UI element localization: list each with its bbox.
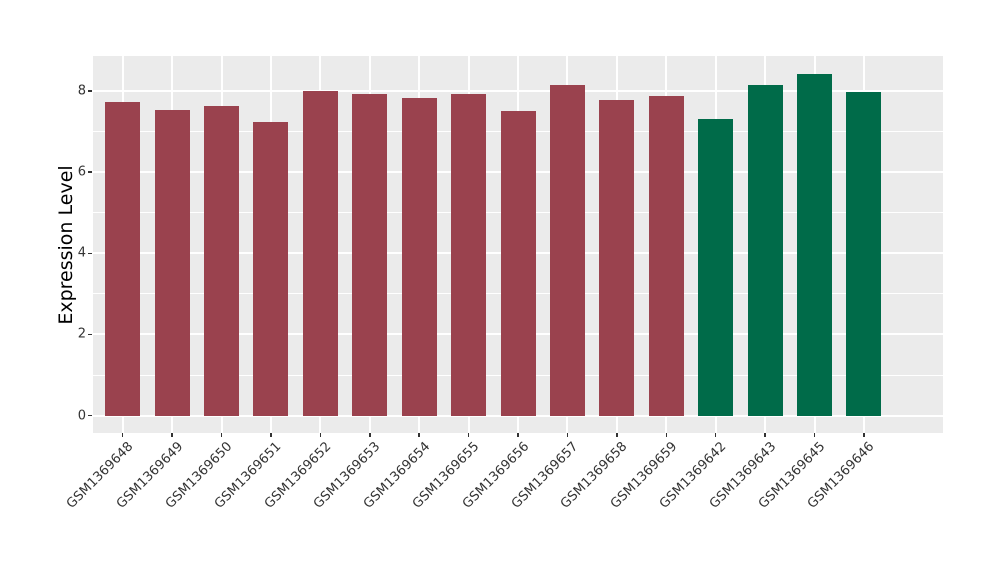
y-tick-mark-2: [88, 333, 92, 336]
x-tick-mark-GSM1369648: [121, 433, 124, 437]
y-tick-label-2: 2: [77, 326, 86, 342]
x-tick-mark-GSM1369652: [319, 433, 322, 437]
bar-GSM1369646: [846, 92, 882, 416]
bar-GSM1369659: [648, 96, 684, 416]
y-tick-mark-4: [88, 252, 92, 255]
bar-GSM1369656: [500, 111, 536, 416]
x-tick-mark-GSM1369650: [220, 433, 223, 437]
bar-GSM1369648: [105, 102, 141, 416]
x-tick-mark-GSM1369654: [418, 433, 420, 437]
x-tick-mark-GSM1369657: [566, 433, 569, 437]
bar-GSM1369645: [797, 73, 832, 416]
x-tick-mark-GSM1369651: [270, 433, 272, 437]
y-tick-mark-0: [88, 414, 92, 417]
x-tick-mark-GSM1369646: [863, 433, 865, 437]
y-tick-label-4: 4: [77, 245, 86, 261]
bar-GSM1369653: [352, 94, 388, 416]
bar-GSM1369650: [204, 105, 239, 416]
x-tick-mark-GSM1369642: [714, 433, 717, 437]
x-tick-mark-GSM1369655: [467, 433, 470, 437]
bar-GSM1369649: [154, 110, 190, 416]
bar-GSM1369657: [549, 84, 585, 416]
y-tick-mark-8: [88, 90, 92, 92]
x-tick-mark-GSM1369658: [616, 433, 618, 437]
bar-GSM1369651: [253, 121, 289, 416]
y-axis-title: Expression Level: [55, 164, 77, 325]
bar-GSM1369654: [401, 98, 437, 416]
bar-GSM1369658: [599, 99, 635, 416]
x-tick-mark-GSM1369649: [171, 433, 173, 437]
bar-GSM1369652: [302, 91, 338, 416]
x-tick-mark-GSM1369656: [517, 433, 519, 437]
plot-panel: [93, 56, 943, 433]
x-tick-mark-GSM1369659: [665, 433, 667, 437]
bar-GSM1369643: [747, 85, 783, 416]
bar-GSM1369642: [698, 118, 734, 416]
y-tick-mark-6: [88, 171, 92, 173]
x-tick-mark-GSM1369653: [369, 433, 371, 437]
bar-GSM1369655: [451, 94, 487, 416]
y-tick-label-6: 6: [77, 164, 86, 180]
x-tick-mark-GSM1369645: [813, 433, 816, 437]
y-tick-label-8: 8: [77, 83, 86, 99]
x-tick-mark-GSM1369643: [764, 433, 766, 437]
y-tick-label-0: 0: [77, 408, 86, 424]
